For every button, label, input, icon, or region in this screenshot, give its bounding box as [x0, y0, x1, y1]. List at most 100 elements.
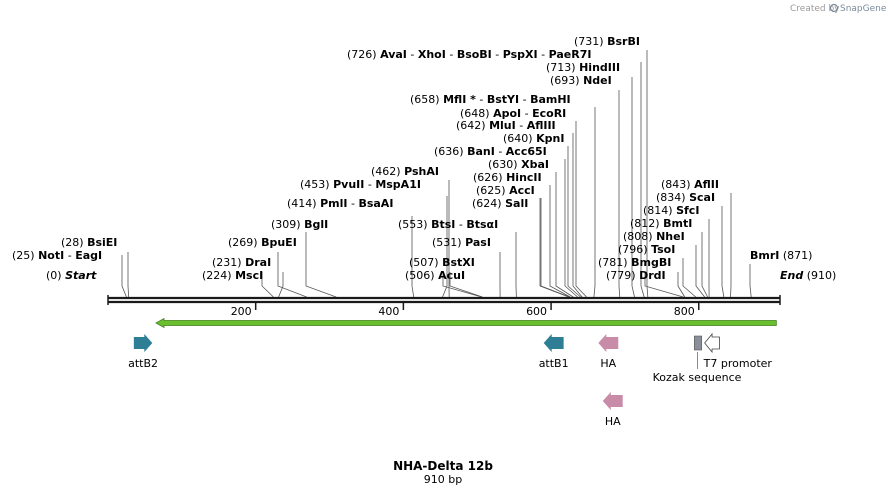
site-position: (781): [598, 256, 628, 269]
enzyme-name: MscI: [235, 269, 263, 282]
site-label: (453) PvuII - MspA1I: [300, 178, 421, 191]
enzyme-name: DraI: [245, 256, 271, 269]
enzyme-name: BglI: [304, 218, 328, 231]
enzyme-name: PspXI: [503, 48, 538, 61]
site-mscI: (224) MscI: [202, 269, 273, 297]
site-line: [722, 206, 724, 297]
enzyme-name: AccI: [509, 184, 535, 197]
ha-arrow: [598, 334, 618, 352]
site-label: (843) AflII: [661, 178, 719, 191]
enzyme-name: PmlI: [320, 197, 347, 210]
site-start: (0) Start: [46, 269, 97, 282]
site-position: (910): [807, 269, 837, 282]
enzyme-name: EcoRI: [532, 107, 566, 120]
tick-label: 400: [378, 305, 399, 318]
site-label: (269) BpuEI: [228, 236, 297, 249]
restriction-sites: (0) Start (224) MscI(231) DraI (25) NotI -…: [12, 35, 836, 297]
feature-attB2: attB2: [128, 334, 158, 370]
site-label: (625) AccI: [476, 184, 535, 197]
site-label: (624) SalI: [472, 197, 528, 210]
site-position: (626): [473, 171, 503, 184]
site-position: (779): [606, 269, 636, 282]
site-position: (25): [12, 249, 35, 262]
site-label: (0) Start: [46, 269, 97, 282]
site-label: (507) BstXI: [409, 256, 475, 269]
enzyme-name: BsoBI: [457, 48, 492, 61]
site-label: (693) NdeI: [550, 74, 612, 87]
site-label: (779) DrdI: [606, 269, 666, 282]
tick-label: 800: [674, 305, 695, 318]
site-bglI: (309) BglI: [271, 218, 336, 297]
enzyme-name: MluI: [489, 119, 516, 132]
feature-label: T7 promoter: [703, 357, 773, 370]
enzyme-name: NotI: [38, 249, 64, 262]
enzyme-name: BsrBI: [607, 35, 640, 48]
enzyme-name: AflII: [694, 178, 719, 191]
site-label: (642) MluI - AflIII: [456, 119, 556, 132]
site-label: (28) BsiEI: [61, 236, 117, 249]
site-position: (507): [409, 256, 439, 269]
enzyme-name: PasI: [465, 236, 491, 249]
map-length: 910 bp: [424, 473, 462, 486]
feature-ha1: HA: [598, 334, 618, 370]
site-label: (713) HindIII: [546, 61, 620, 74]
site-label: (309) BglI: [271, 218, 328, 231]
site-position: (642): [456, 119, 486, 132]
enzyme-name: TsoI: [651, 243, 675, 256]
enzyme-name: BsaAI: [358, 197, 393, 210]
enzyme-name: BstXI: [442, 256, 475, 269]
attb-arrow: [134, 334, 152, 352]
site-position: (796): [618, 243, 648, 256]
site-line: [573, 133, 582, 297]
features: attB2 attB1 HAKozak sequenceT7 promoterHA: [128, 319, 776, 429]
site-end: End (910): [780, 269, 836, 282]
site-position: (269): [228, 236, 258, 249]
site-drdI: (779) DrdI: [606, 269, 683, 297]
site-line: [568, 146, 581, 297]
site-label: (636) BanI - Acc65I: [434, 145, 547, 158]
site-label: (658) MflI * - BstYI - BamHI: [410, 93, 571, 106]
site-position: (28): [61, 236, 84, 249]
site-label: BmrI (871): [750, 249, 812, 262]
enzyme-name: XhoI: [418, 48, 446, 61]
site-label: (630) XbaI: [488, 158, 549, 171]
site-line: [306, 232, 336, 297]
enzyme-name: Acc65I: [506, 145, 547, 158]
enzyme-name: DrdI: [639, 269, 666, 282]
feature-label: attB1: [539, 357, 569, 370]
enzyme-name: AvaI: [380, 48, 407, 61]
site-position: (630): [488, 158, 518, 171]
site-label: (224) MscI: [202, 269, 263, 282]
enzyme-name: XbaI: [521, 158, 549, 171]
site-line: [122, 255, 126, 297]
site-label: (796) TsoI: [618, 243, 675, 256]
enzyme-name: HincII: [506, 171, 542, 184]
site-label: (25) NotI - EagI: [12, 249, 102, 262]
site-line: [576, 121, 587, 297]
site-position: (531): [432, 236, 462, 249]
site-label: (781) BmgBI: [598, 256, 671, 269]
feature-attB1: attB1: [539, 334, 569, 370]
t7-arrow: [705, 334, 720, 352]
site-position: (731): [574, 35, 604, 48]
site-label: (726) AvaI - XhoI - BsoBI - PspXI - PaeR…: [347, 48, 591, 61]
site-line: [128, 252, 129, 297]
enzyme-name: BmrI: [750, 249, 779, 262]
site-line: [278, 252, 307, 297]
enzyme-name: BsiEI: [87, 236, 117, 249]
kozak-box: [694, 336, 701, 350]
site-label: (231) DraI: [212, 256, 271, 269]
site-position: (231): [212, 256, 242, 269]
site-label: (640) KpnI: [503, 132, 564, 145]
site-position: (658): [410, 93, 440, 106]
enzyme-name: BpuEI: [261, 236, 297, 249]
site-position: (506): [405, 269, 435, 282]
site-line: [550, 185, 570, 297]
site-line: [540, 198, 569, 297]
feature-label: attB2: [128, 357, 158, 370]
enzyme-name: EagI: [75, 249, 102, 262]
site-bsiEI: (28) BsiEI: [61, 236, 129, 297]
site-label: (462) PshAI: [371, 165, 439, 178]
site-position: (309): [271, 218, 301, 231]
feature-t7: T7 promoter: [703, 334, 773, 370]
